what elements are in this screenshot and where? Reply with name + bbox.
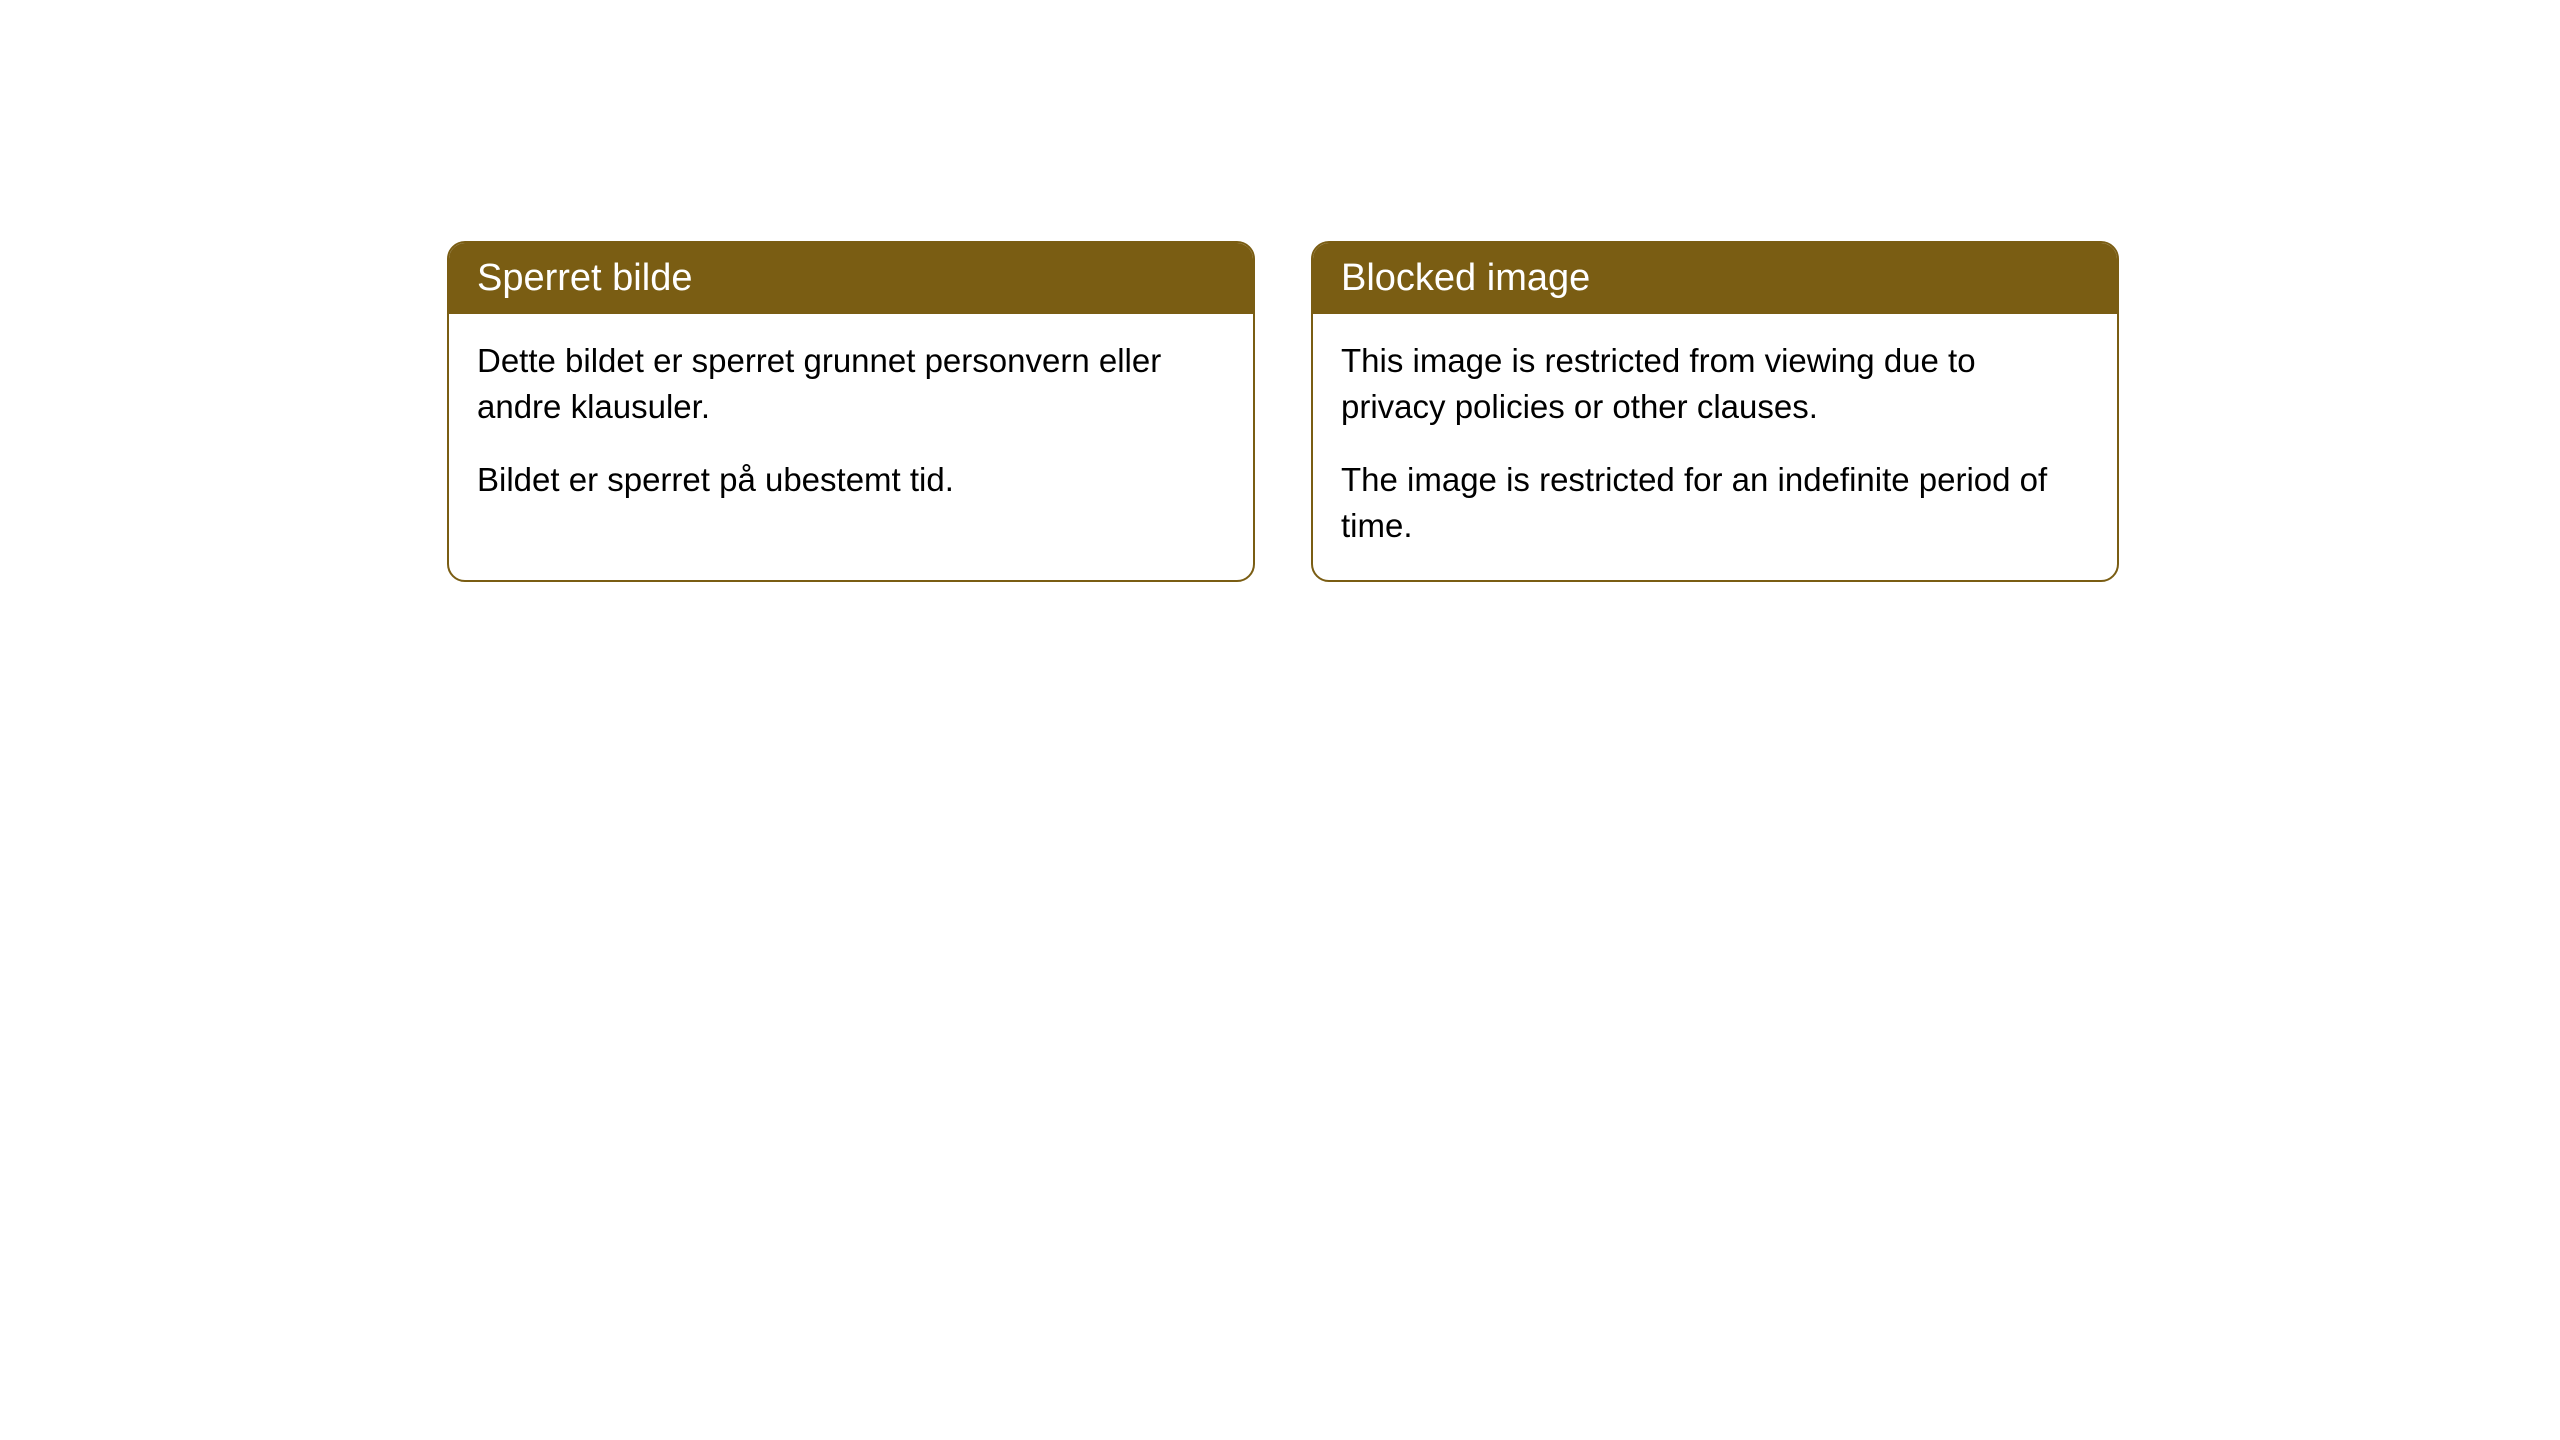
- card-paragraph: This image is restricted from viewing du…: [1341, 338, 2089, 429]
- card-paragraph: Bildet er sperret på ubestemt tid.: [477, 457, 1225, 503]
- card-title: Blocked image: [1341, 257, 1590, 299]
- card-paragraph: The image is restricted for an indefinit…: [1341, 457, 2089, 548]
- card-body: This image is restricted from viewing du…: [1313, 314, 2117, 580]
- card-body: Dette bildet er sperret grunnet personve…: [449, 314, 1253, 535]
- notice-card-english: Blocked image This image is restricted f…: [1311, 241, 2119, 582]
- card-header: Sperret bilde: [449, 243, 1253, 314]
- card-title: Sperret bilde: [477, 257, 692, 299]
- card-paragraph: Dette bildet er sperret grunnet personve…: [477, 338, 1225, 429]
- card-header: Blocked image: [1313, 243, 2117, 314]
- notice-card-norwegian: Sperret bilde Dette bildet er sperret gr…: [447, 241, 1255, 582]
- notice-cards-container: Sperret bilde Dette bildet er sperret gr…: [447, 241, 2119, 582]
